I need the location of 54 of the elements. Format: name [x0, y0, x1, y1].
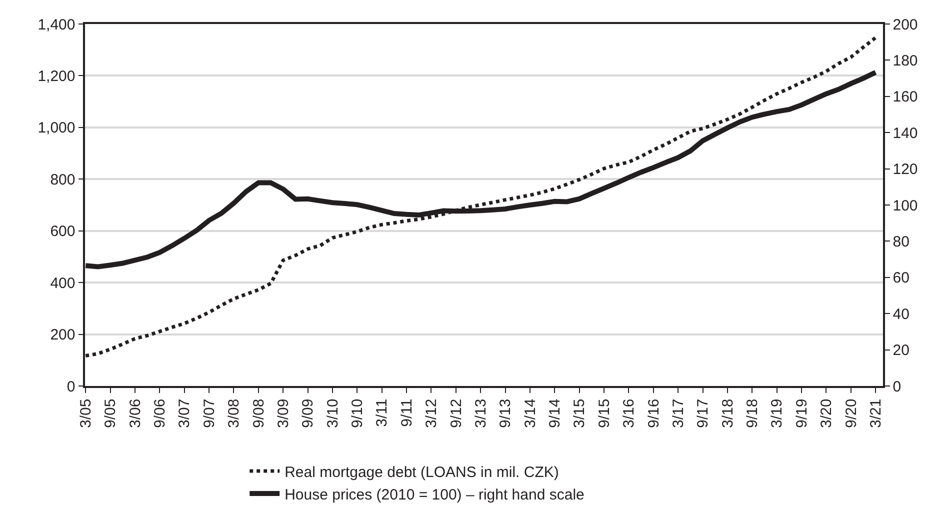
y2-tick-label: 60	[892, 270, 910, 287]
y-tick-label: 800	[50, 171, 76, 188]
x-tick-label: 3/18	[719, 398, 736, 428]
y2-tick-label: 0	[892, 378, 902, 396]
x-tick-label: 9/07	[200, 398, 218, 428]
x-tick-label: 9/16	[645, 398, 662, 428]
y2-tick-label: 160	[892, 88, 918, 106]
legend-label: Real mortgage debt (LOANS in mil. CZK)	[284, 464, 559, 481]
y2-tick-label: 80	[892, 233, 910, 250]
x-tick-label: 3/07	[176, 398, 194, 428]
x-tick-label: 3/11	[374, 398, 391, 427]
x-tick-label: 9/11	[398, 398, 416, 427]
legend-label: House prices (2010 = 100) – right hand scale	[284, 486, 584, 504]
x-tick-label: 9/17	[694, 398, 712, 428]
x-tick-label: 9/05	[102, 398, 120, 428]
x-tick-label: 3/10	[324, 398, 342, 428]
y2-tick-label: 140	[892, 124, 918, 142]
x-tick-label: 3/09	[274, 398, 292, 428]
x-tick-label: 3/12	[423, 398, 440, 428]
y-tick-label: 1,400	[38, 16, 76, 34]
x-tick-label: 3/08	[226, 398, 243, 428]
x-tick-label: 3/06	[126, 398, 144, 428]
y-tick-label: 600	[50, 223, 76, 240]
x-tick-label: 3/13	[472, 398, 490, 428]
y2-tick-label: 120	[892, 161, 918, 178]
x-tick-label: 9/08	[250, 398, 268, 428]
y2-tick-label: 200	[892, 16, 918, 34]
y2-tick-label: 20	[892, 342, 910, 360]
y-tick-label: 0	[66, 378, 76, 396]
x-tick-label: 3/16	[620, 398, 638, 428]
x-tick-label: 3/14	[522, 398, 539, 428]
x-tick-label: 9/18	[744, 398, 762, 428]
x-tick-label: 3/05	[77, 398, 94, 428]
x-tick-label: 9/09	[300, 398, 317, 428]
x-tick-label: 3/17	[670, 398, 687, 428]
x-tick-label: 9/20	[842, 398, 860, 428]
y-tick-label: 1,000	[38, 120, 76, 137]
x-tick-label: 3/19	[768, 398, 786, 428]
y2-tick-label: 100	[892, 197, 918, 214]
x-tick-label: 3/21	[867, 398, 884, 428]
x-tick-label: 9/13	[497, 398, 514, 428]
x-tick-label: 9/14	[546, 398, 564, 428]
x-tick-label: 9/10	[349, 398, 366, 428]
x-tick-label: 3/15	[571, 398, 588, 428]
x-tick-label: 9/06	[152, 398, 169, 428]
y-tick-label: 200	[50, 326, 76, 344]
y-tick-label: 400	[50, 274, 76, 292]
y2-tick-label: 180	[892, 52, 918, 70]
y2-tick-label: 40	[892, 306, 910, 323]
y-tick-label: 1,200	[38, 68, 76, 85]
x-tick-label: 3/20	[818, 398, 836, 428]
x-tick-label: 9/12	[448, 398, 465, 428]
x-tick-label: 9/15	[596, 398, 613, 428]
x-tick-label: 9/19	[793, 398, 810, 428]
